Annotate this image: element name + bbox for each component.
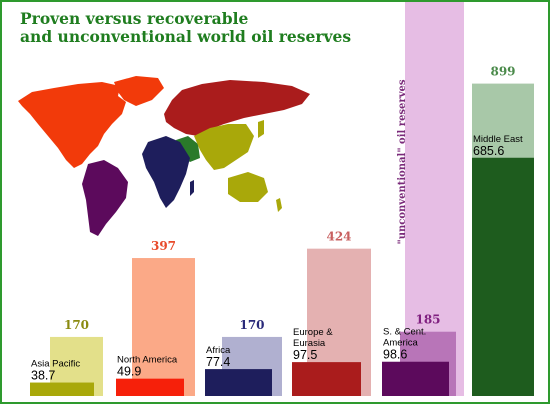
recoverable-value-middle-east: 899 [490,65,515,79]
australia-region [228,172,268,202]
chart-title-line-2: and unconventional world oil reserves [20,27,352,46]
south-america-region [82,160,128,236]
new-zealand-region [276,198,282,212]
category-label-asia-pacific: Asia Pacific [31,359,80,370]
japan-region [258,120,264,138]
greenland-region [114,76,164,106]
proven-value-asia-pacific: 38.7 [31,369,55,383]
recoverable-value-asia-pacific: 170 [64,318,89,332]
proven-bar-asia-pacific [30,382,94,396]
category-label-middle-east: Middle East [473,134,523,145]
recoverable-value-europe-eurasia: 424 [326,230,351,244]
proven-value-europe-eurasia: 97.5 [293,348,317,362]
proven-value-north-america: 49.9 [117,365,141,379]
chart-title-line-1: Proven versus recoverable [20,9,249,28]
africa-region [142,136,190,208]
recoverable-value-africa: 170 [239,318,264,332]
category-label-s-cent-america-line-2: America [383,338,419,349]
europe-eurasia-region [164,80,310,136]
category-label-africa: Africa [206,345,231,356]
chart-title: Proven versus recoverable and unconventi… [20,10,351,46]
asia-pacific-region [194,124,254,170]
proven-bar-africa [205,369,272,396]
proven-bar-s-cent-america [382,361,449,396]
category-label-s-cent-america-line-1: S. & Cent. [383,327,426,338]
madagascar-region [190,180,194,196]
unconventional-band [405,2,464,396]
category-label-north-america: North America [117,355,178,366]
proven-bar-europe-eurasia [292,362,361,396]
category-label-europe-eurasia-line-2: Eurasia [293,338,326,349]
recoverable-bar-north-america [132,258,195,396]
proven-value-africa: 77.4 [206,355,230,369]
unconventional-label: "unconventional" oil reserves [397,79,408,244]
north-america-region [18,82,126,168]
proven-bar-middle-east [472,157,534,396]
recoverable-value-s-cent-america: 185 [415,313,440,327]
proven-value-s-cent-america: 98.6 [383,348,407,362]
proven-bar-north-america [116,378,184,396]
proven-value-middle-east: 685.6 [473,144,504,158]
category-label-europe-eurasia-line-1: Europe & [293,327,333,338]
recoverable-value-north-america: 397 [151,239,176,253]
